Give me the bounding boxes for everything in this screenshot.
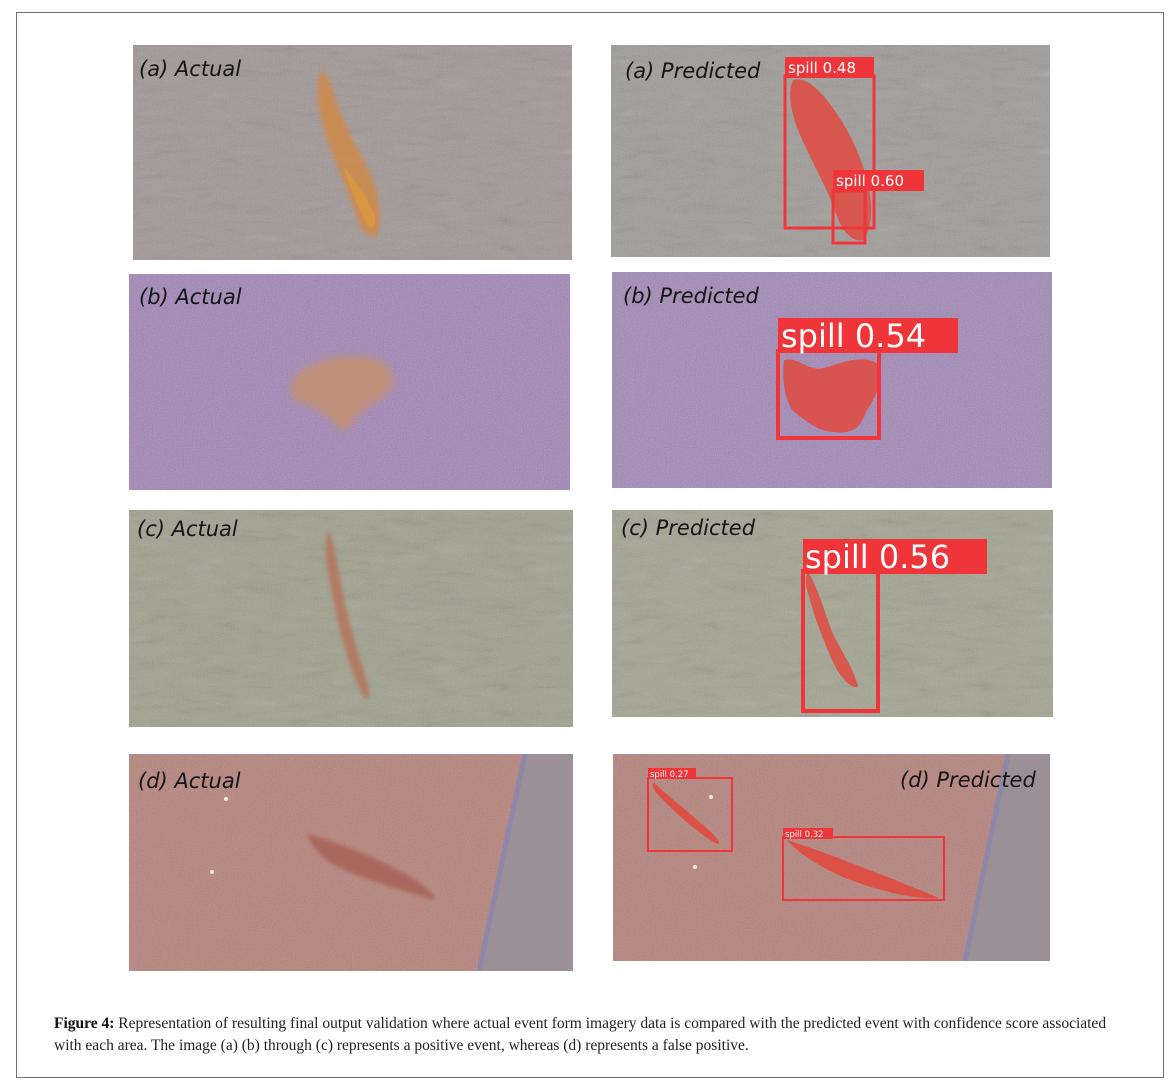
satellite-image-b-actual	[129, 274, 570, 490]
panel-label: (c) Predicted	[621, 516, 756, 540]
panel-c-predicted: spill 0.56 (c) Predicted	[612, 510, 1053, 717]
predicted-mask	[783, 359, 880, 433]
figure-number: Figure 4:	[54, 1015, 115, 1032]
detection-label-bg	[785, 57, 874, 78]
detection-label: spill 0.27	[650, 770, 689, 780]
predicted-mask	[805, 572, 858, 688]
predicted-mask	[790, 79, 872, 241]
satellite-image-b-predicted: spill 0.54	[612, 272, 1052, 488]
satellite-image-c-actual	[129, 510, 573, 727]
panel-a-actual: (a) Actual	[133, 45, 572, 260]
panel-d-actual: (d) Actual	[129, 754, 573, 971]
oil-slick	[291, 355, 394, 431]
oil-slick	[317, 70, 380, 237]
detection-label-bg	[778, 318, 958, 353]
land-strip	[479, 754, 573, 971]
satellite-image-c-predicted: spill 0.56	[612, 510, 1053, 717]
detection-box	[782, 836, 945, 901]
panel-a-predicted: spill 0.48 spill 0.60 (a) Predicted	[611, 45, 1050, 257]
oil-slick	[307, 834, 436, 900]
detection-label-bg	[833, 170, 924, 191]
panel-b-predicted: spill 0.54 (b) Predicted	[612, 272, 1052, 488]
satellite-image-d-actual	[129, 754, 573, 971]
detection-label: spill 0.48	[788, 59, 856, 77]
land-strip	[965, 754, 1050, 961]
detection-label-bg	[803, 539, 987, 574]
detection-label: spill 0.32	[785, 830, 824, 840]
panel-label: (b) Actual	[139, 285, 242, 309]
satellite-image-d-predicted: spill 0.27 spill 0.32	[613, 754, 1050, 961]
satellite-image-a-actual	[133, 45, 572, 260]
detection-label: spill 0.60	[836, 172, 904, 190]
panel-label: (d) Actual	[138, 769, 241, 793]
panel-d-predicted: spill 0.27 spill 0.32 (d) Predicted	[613, 754, 1050, 961]
detection-label-bg	[648, 768, 696, 779]
panel-label: (a) Actual	[139, 57, 242, 81]
caption-text: Representation of resulting final output…	[54, 1015, 1107, 1054]
predicted-mask	[787, 840, 939, 899]
detection-label: spill 0.56	[805, 538, 950, 576]
predicted-mask	[652, 782, 719, 844]
detection-label-bg	[783, 828, 833, 839]
oil-slick	[325, 530, 370, 700]
figure-caption: Figure 4: Representation of resulting fi…	[54, 1013, 1134, 1057]
panel-label: (b) Predicted	[623, 284, 759, 308]
panel-label: (d) Predicted	[900, 768, 1036, 792]
figure-frame	[16, 12, 1164, 1078]
panel-label: (a) Predicted	[625, 59, 761, 83]
detection-label: spill 0.54	[781, 317, 926, 355]
satellite-image-a-predicted: spill 0.48 spill 0.60	[611, 45, 1050, 257]
panel-c-actual: (c) Actual	[129, 510, 573, 727]
panel-label: (c) Actual	[137, 517, 238, 541]
panel-b-actual: (b) Actual	[129, 274, 570, 490]
